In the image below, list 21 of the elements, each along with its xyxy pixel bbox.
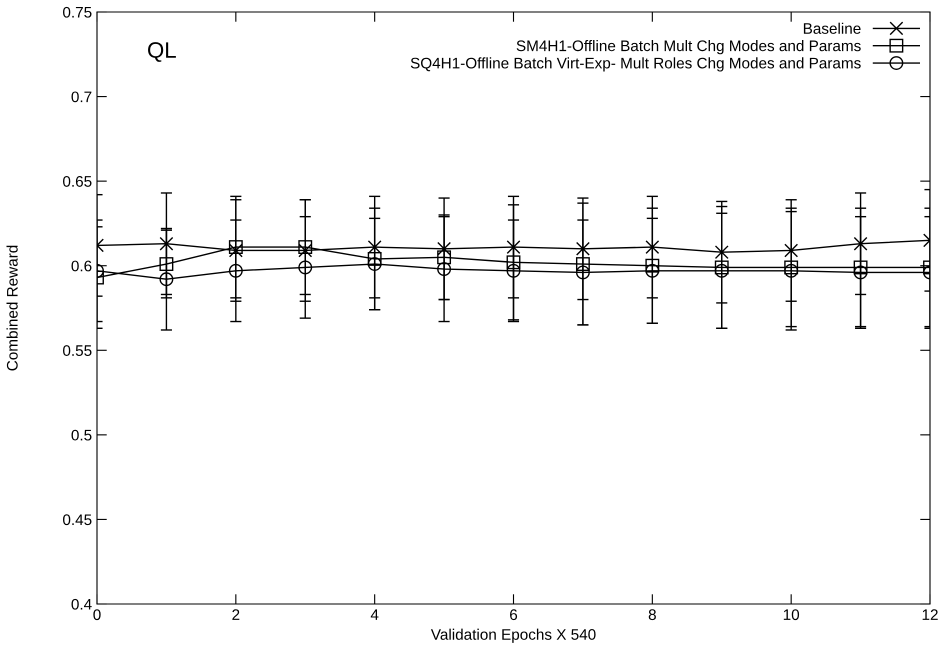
x-axis-title: Validation Epochs X 540 — [430, 628, 596, 643]
x-tick-label: 6 — [510, 609, 518, 620]
x-tick-label: 12 — [922, 609, 938, 620]
y-axis-title: Combined Reward — [6, 246, 18, 370]
legend-label: SM4H1-Offline Batch Mult Chg Modes and Params — [516, 40, 861, 54]
annotation: QL — [148, 42, 176, 62]
x-tick-label: 8 — [648, 609, 656, 620]
y-tick-label: 0.55 — [63, 345, 92, 356]
legend-label: SQ4H1-Offline Batch Virt-Exp- Mult Roles Chg Modes and Params — [410, 57, 861, 72]
y-tick-label: 0.6 — [72, 260, 92, 272]
y-tick-label: 0.45 — [63, 514, 92, 526]
y-tick-label: 0.75 — [63, 6, 92, 18]
x-tick-label: 0 — [93, 609, 101, 620]
x-tick-label: 4 — [370, 609, 378, 620]
y-tick-label: 0.7 — [72, 91, 92, 102]
legend-label: Baseline — [804, 22, 861, 34]
y-tick-label: 0.4 — [72, 598, 92, 610]
x-tick-label: 2 — [232, 609, 240, 620]
y-tick-label: 0.65 — [63, 176, 92, 187]
y-tick-label: 0.5 — [72, 430, 92, 441]
x-tick-label: 10 — [784, 609, 800, 620]
